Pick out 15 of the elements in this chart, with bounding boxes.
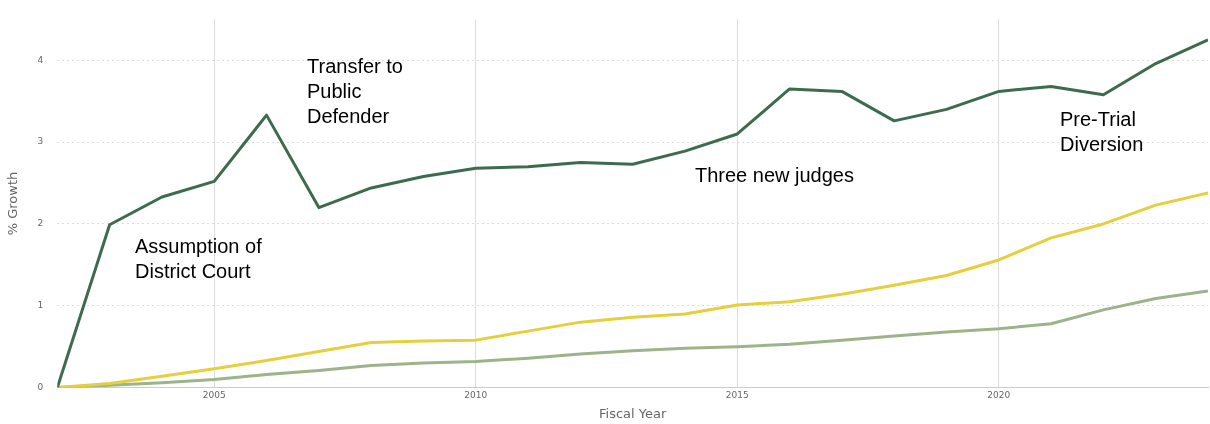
x-tick-label: 2015 xyxy=(725,390,749,401)
y-tick-label: 4 xyxy=(37,54,44,65)
x-tick-label: 2005 xyxy=(202,390,226,401)
annotation: Assumption of District Court xyxy=(135,234,263,282)
x-tick-label: 2010 xyxy=(464,390,488,401)
y-tick-label: 0 xyxy=(37,381,44,392)
annotation: Transfer to Public Defender xyxy=(307,54,403,127)
x-axis-title: Fiscal Year xyxy=(599,405,667,421)
annotation: Three new judges xyxy=(695,163,854,186)
y-tick-label: 3 xyxy=(37,136,44,147)
x-tick-label: 2020 xyxy=(987,390,1011,401)
y-tick-label: 2 xyxy=(37,218,44,229)
y-axis-title: % Growth xyxy=(5,171,21,236)
annotation: Pre-Trial Diversion xyxy=(1060,107,1144,155)
y-tick-label: 1 xyxy=(37,300,44,311)
